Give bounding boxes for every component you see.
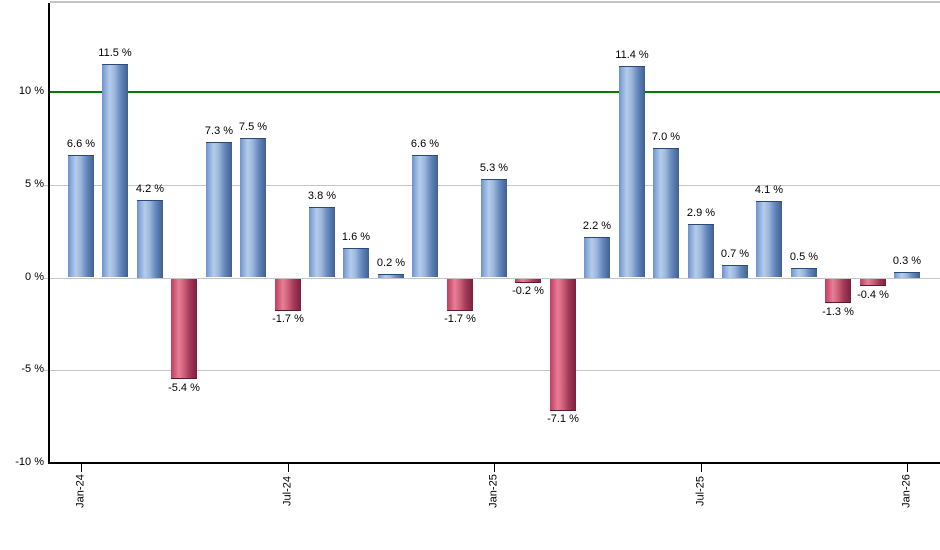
reference-line-10pct (50, 91, 940, 93)
bar-value-label: 0.7 % (720, 248, 750, 260)
x-axis-tick-label: Jan-26 (900, 474, 913, 508)
x-axis-tick (288, 464, 289, 472)
bar-value-label: 1.6 % (341, 231, 371, 243)
bar-value-label: 6.6 % (410, 138, 440, 150)
bar-value-label: -1.3 % (822, 306, 854, 318)
x-axis-tick-label: Jul-25 (694, 476, 707, 506)
y-axis-tick (44, 278, 48, 279)
bar (240, 138, 266, 277)
bar-value-label: -7.1 % (547, 413, 579, 425)
bar (722, 265, 748, 278)
y-axis-tick-label: 5 % (25, 178, 44, 190)
bar (206, 142, 232, 277)
bar (756, 201, 782, 277)
y-axis-tick (44, 185, 48, 186)
bar-value-label: 0.5 % (789, 251, 819, 263)
y-axis-tick-label: -10 % (15, 456, 44, 468)
bar (791, 268, 817, 277)
bar (137, 200, 163, 278)
bar (447, 279, 473, 311)
x-axis-line (48, 462, 940, 464)
x-axis-tick-label: Jul-24 (281, 476, 294, 506)
bar-value-label: -1.7 % (444, 313, 476, 325)
plot-area: 6.6 % 11.5 % 4.2 % -5.4 % 7.3 % 7.5 % -1.7 % 3.… (50, 3, 940, 463)
bar (309, 207, 335, 277)
x-axis-tick (907, 464, 908, 472)
bar-value-label: 3.8 % (307, 190, 337, 202)
x-axis-tick (701, 464, 702, 472)
bar-value-label: -1.7 % (272, 313, 304, 325)
bar-value-label: -0.2 % (512, 285, 544, 297)
bar (412, 155, 438, 277)
bar-value-label: -0.4 % (857, 289, 889, 301)
y-gridline (50, 278, 940, 279)
bar (171, 279, 197, 379)
y-axis-tick-label: 10 % (18, 85, 44, 97)
bar-value-label: 4.1 % (754, 184, 784, 196)
y-gridline (50, 370, 940, 371)
bar-value-label: 5.3 % (479, 162, 509, 174)
bar (688, 224, 714, 278)
bar (275, 279, 301, 311)
bar (481, 179, 507, 277)
bar-value-label: 7.5 % (238, 121, 268, 133)
y-axis-tick-label: 0 % (25, 271, 44, 283)
bar (515, 279, 541, 283)
x-axis-tick (494, 464, 495, 472)
bar (102, 64, 128, 277)
bar (343, 248, 369, 278)
bar-value-label: 7.3 % (204, 125, 234, 137)
bar (653, 148, 679, 278)
bar-value-label: 11.4 % (615, 49, 649, 61)
bar (825, 279, 851, 303)
bar-value-label: -5.4 % (168, 382, 200, 394)
bar-value-label: 6.6 % (66, 138, 96, 150)
y-axis-tick-label: -5 % (21, 363, 44, 375)
bar (550, 279, 576, 411)
bar-value-label: 0.3 % (892, 255, 922, 267)
x-axis-tick (81, 464, 82, 472)
bar-value-label: 11.5 % (98, 47, 132, 59)
bar-value-label: 0.2 % (376, 257, 406, 269)
bar (860, 279, 886, 286)
y-axis-tick (44, 370, 48, 371)
bar-value-label: 2.2 % (582, 220, 612, 232)
bar-value-label: 7.0 % (651, 131, 681, 143)
x-axis-tick-label: Jan-24 (74, 474, 87, 508)
bar (584, 237, 610, 278)
bar (619, 66, 645, 277)
plot-top-border (50, 1, 940, 3)
bar (894, 272, 920, 278)
bar (378, 274, 404, 278)
bar-value-label: 4.2 % (135, 183, 165, 195)
y-axis-line (48, 3, 50, 464)
x-axis-tick-label: Jan-25 (487, 474, 500, 508)
bar (68, 155, 94, 277)
bar-value-label: 2.9 % (686, 207, 716, 219)
